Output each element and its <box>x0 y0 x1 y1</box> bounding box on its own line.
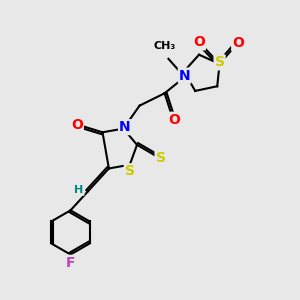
Text: O: O <box>232 36 244 50</box>
Text: N: N <box>179 69 190 82</box>
Text: H: H <box>74 185 84 195</box>
Text: O: O <box>193 35 205 50</box>
Text: CH₃: CH₃ <box>154 40 176 51</box>
Text: O: O <box>71 118 83 132</box>
Text: S: S <box>125 164 135 178</box>
Text: S: S <box>156 151 166 165</box>
Text: O: O <box>168 113 180 127</box>
Text: S: S <box>214 56 225 69</box>
Text: F: F <box>66 256 75 270</box>
Text: N: N <box>119 120 131 134</box>
